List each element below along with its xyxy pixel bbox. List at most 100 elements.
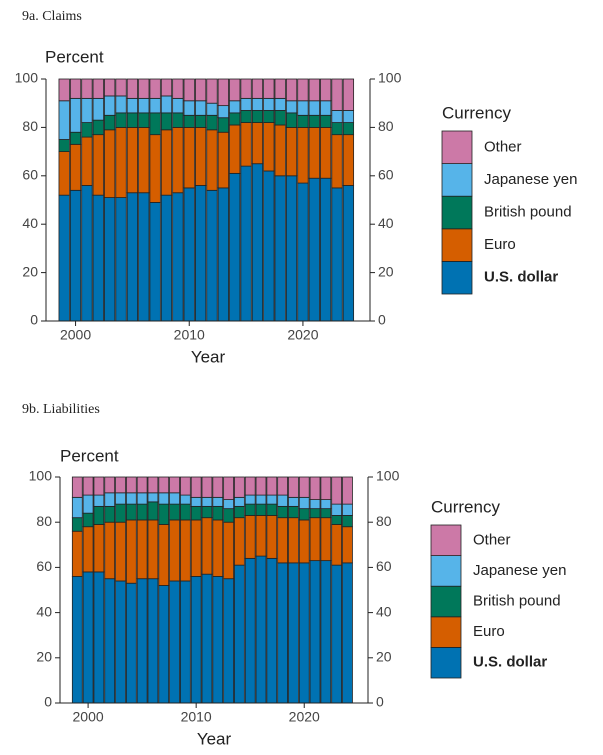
bar-segment <box>320 177 332 322</box>
bar-segment <box>217 131 229 189</box>
y-axis-label: Percent <box>45 47 104 66</box>
bar-segment <box>138 78 150 99</box>
y-tick-label: 60 <box>36 558 52 574</box>
bar-segment <box>320 476 332 501</box>
bar-segment <box>320 78 332 102</box>
bar-segment <box>81 122 93 138</box>
bar-segment <box>190 476 202 498</box>
y-tick-label: 20 <box>36 649 52 665</box>
bar-segment <box>160 112 173 131</box>
bar-segment <box>158 503 170 525</box>
bar-segment <box>285 112 298 128</box>
bar-segment <box>251 163 264 322</box>
bar-segment <box>217 78 229 107</box>
legend-swatch <box>430 524 462 557</box>
bar-segment <box>240 165 252 322</box>
bar-segment <box>277 517 288 564</box>
bar-segment <box>149 202 161 322</box>
bar-segment <box>201 476 213 498</box>
bar-segment <box>266 503 278 516</box>
bar-segment <box>160 194 173 322</box>
bar-segment <box>342 110 355 123</box>
bar-segment <box>126 112 139 128</box>
bar-segment <box>81 136 93 186</box>
bar-segment <box>147 578 159 704</box>
bar-segment <box>206 189 218 322</box>
bar-segment <box>125 503 137 521</box>
bar-segment <box>201 496 213 507</box>
y2-tick-label: 20 <box>376 649 392 665</box>
y2-tick-label: 20 <box>378 263 394 279</box>
bar-segment <box>104 129 116 198</box>
bar-segment <box>342 185 355 322</box>
bar-segment <box>115 112 127 128</box>
x-tick-label: 2020 <box>287 327 318 343</box>
y-tick-label: 100 <box>29 468 53 484</box>
bar-segment <box>285 175 298 322</box>
bar-segment <box>244 476 256 496</box>
bar-segment <box>149 134 161 203</box>
bar-segment <box>240 110 252 123</box>
bar-segment <box>223 499 234 510</box>
bar-segment <box>158 492 170 505</box>
bar-segment <box>93 476 105 496</box>
bar-segment <box>309 517 321 562</box>
bar-segment <box>298 519 310 564</box>
bar-segment <box>125 476 137 494</box>
y-tick-label: 80 <box>36 513 52 529</box>
bar-segment <box>179 580 191 704</box>
bar-segment <box>285 100 298 114</box>
bar-segment <box>234 476 245 498</box>
bar-segment <box>58 100 70 140</box>
x-tick-label: 2000 <box>60 327 91 343</box>
bar-segment <box>263 97 275 111</box>
bar-segment <box>309 476 321 501</box>
bar-segment <box>217 117 229 133</box>
bar-segment <box>82 571 94 704</box>
x-axis-label: Year <box>191 347 226 366</box>
bar-segment <box>160 95 173 114</box>
bar-segment <box>81 97 93 123</box>
bar-segment <box>92 78 104 99</box>
bar-segment <box>244 557 256 704</box>
bar-segment <box>69 131 82 145</box>
bar-segment <box>169 580 180 704</box>
bar-segment <box>285 78 298 102</box>
bar-segment <box>212 505 224 521</box>
bar-segment <box>81 78 93 99</box>
y-tick-label: 60 <box>22 167 38 183</box>
bar-segment <box>223 521 234 580</box>
bar-segment <box>71 517 83 532</box>
bar-segment <box>240 78 252 99</box>
bar-segment <box>115 492 126 505</box>
bar-segment <box>201 517 213 575</box>
bar-segment <box>288 476 299 498</box>
bar-segment <box>136 476 148 494</box>
bar-segment <box>183 127 195 189</box>
y2-tick-label: 60 <box>376 558 392 574</box>
bar-segment <box>82 526 94 573</box>
bar-segment <box>234 564 245 704</box>
x-tick-label: 2010 <box>181 709 212 725</box>
bar-segment <box>93 524 105 573</box>
bar-segment <box>104 578 116 704</box>
legend-label: Euro <box>473 623 505 640</box>
bar-segment <box>320 100 332 116</box>
bar-segment <box>288 505 299 519</box>
bar-segment <box>194 114 207 128</box>
legend-swatch <box>430 616 462 648</box>
bar-segment <box>308 177 320 322</box>
bar-segment <box>308 78 320 102</box>
bar-segment <box>69 78 82 99</box>
bar-segment <box>158 476 170 494</box>
bar-segment <box>212 519 224 577</box>
bar-segment <box>206 78 218 104</box>
legend-label: Other <box>484 138 522 155</box>
bar-segment <box>201 573 213 704</box>
legend-label: British pound <box>484 203 572 220</box>
y2-tick-label: 80 <box>376 513 392 529</box>
bar-segment <box>331 134 343 189</box>
legend-label: British pound <box>473 592 561 609</box>
x-tick-label: 2000 <box>73 709 104 725</box>
bar-segment <box>172 97 184 114</box>
